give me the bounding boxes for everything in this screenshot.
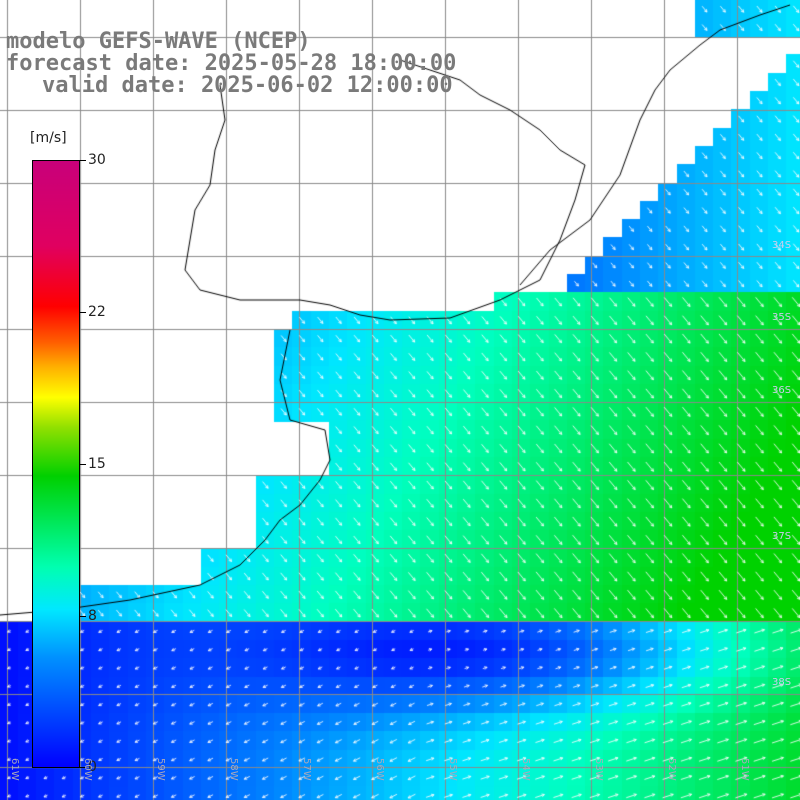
lon-label: 57W: [301, 758, 312, 781]
model-title: modelo GEFS-WAVE (NCEP): [6, 29, 311, 54]
lon-label: 58W: [228, 758, 239, 781]
colorbar-label-30: 30: [88, 152, 106, 168]
lat-label: 35S: [772, 312, 792, 323]
colorbar-tick: [80, 312, 86, 313]
colorbar-label-8: 8: [88, 608, 97, 624]
lon-label: 53W: [593, 758, 604, 781]
forecast-date: forecast date: 2025-05-28 18:00:00: [6, 51, 457, 76]
colorbar: [32, 160, 80, 768]
valid-date: valid date: 2025-06-02 12:00:00: [42, 73, 453, 98]
lon-label: 55W: [447, 758, 458, 781]
lon-label: 56W: [374, 758, 385, 781]
lat-label: 38S: [772, 677, 792, 688]
lon-label: 52W: [666, 758, 677, 781]
colorbar-tick: [80, 464, 86, 465]
lon-label: 51W: [739, 758, 750, 781]
colorbar-tick: [80, 767, 86, 768]
colorbar-label-15: 15: [88, 456, 106, 472]
lat-label: 34S: [772, 240, 792, 251]
lat-label: 37S: [772, 531, 792, 542]
colorbar-label-22: 22: [88, 304, 106, 320]
lon-label: 59W: [155, 758, 166, 781]
colorbar-label-0: 0: [88, 759, 97, 775]
lat-label: 36S: [772, 385, 792, 396]
colorbar-tick: [80, 616, 86, 617]
lon-label: 54W: [520, 758, 531, 781]
colorbar-tick: [80, 160, 86, 161]
lon-label: 60W: [82, 758, 93, 781]
lon-label: 61W: [9, 758, 20, 781]
colorbar-unit: [m/s]: [30, 130, 67, 146]
